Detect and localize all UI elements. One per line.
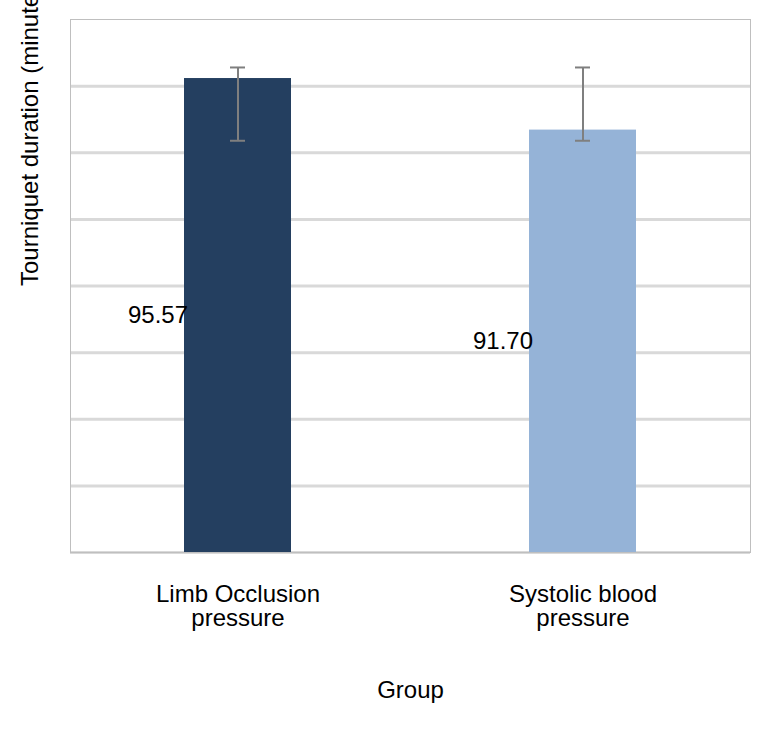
svg-text:Systolic bloodpressure: Systolic bloodpressure <box>509 580 657 631</box>
svg-text:95.57: 95.57 <box>128 301 188 328</box>
svg-text:Group: Group <box>377 676 444 703</box>
svg-text:Limb Occlusionpressure: Limb Occlusionpressure <box>156 580 320 631</box>
svg-text:Tourniquet duration (minutes): Tourniquet duration (minutes) <box>16 0 43 286</box>
svg-text:91.70: 91.70 <box>473 327 533 354</box>
